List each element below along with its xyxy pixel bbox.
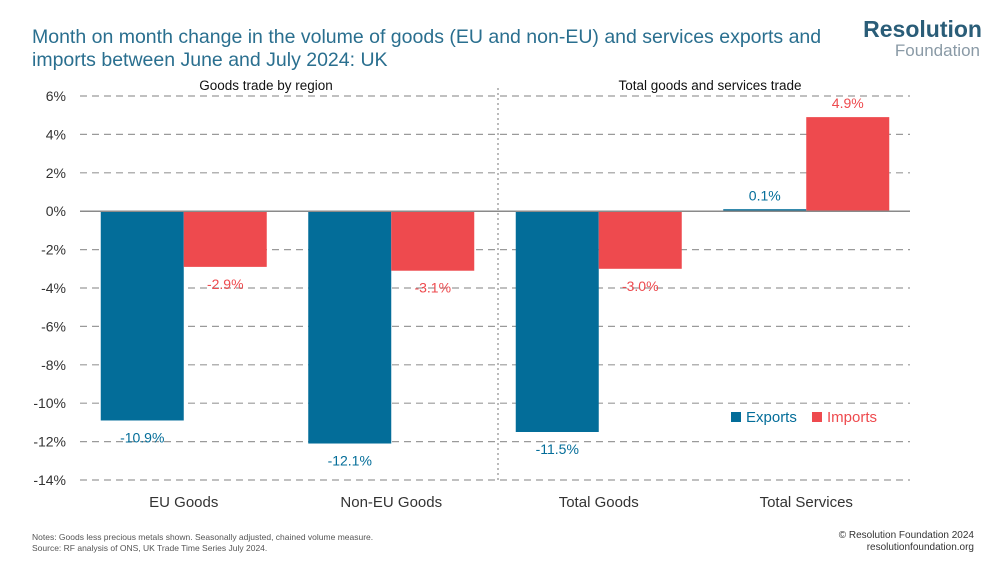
- y-tick-label: -10%: [33, 395, 66, 411]
- exports-data-label: -10.9%: [120, 429, 164, 445]
- y-tick-label: 2%: [46, 165, 66, 181]
- exports-bar: [100, 211, 184, 421]
- y-tick-label: -14%: [33, 472, 66, 488]
- y-tick-label: -8%: [41, 357, 66, 373]
- imports-bar: [391, 211, 475, 271]
- imports-data-label: -2.9%: [207, 276, 244, 292]
- title-line-1: Month on month change in the volume of g…: [32, 26, 822, 48]
- exports-data-label: -12.1%: [328, 453, 372, 469]
- panel-title: Goods trade by region: [199, 78, 333, 93]
- exports-bar: [723, 209, 807, 212]
- resolution-foundation-logo: Resolution Foundation: [863, 16, 982, 59]
- copyright-block: © Resolution Foundation 2024 resolutionf…: [839, 530, 974, 554]
- legend-imports-label: Imports: [827, 409, 877, 426]
- y-tick-label: -12%: [33, 434, 66, 450]
- imports-data-label: -3.1%: [414, 280, 451, 296]
- source-text: Source: RF analysis of ONS, UK Trade Tim…: [32, 543, 268, 553]
- y-tick-label: -4%: [41, 280, 66, 296]
- imports-bar: [806, 117, 890, 212]
- y-tick-label: 0%: [46, 203, 66, 219]
- y-tick-label: -6%: [41, 318, 66, 334]
- x-category-label: Total Goods: [559, 494, 639, 511]
- imports-bar: [183, 211, 267, 267]
- chart-title: Month on month change in the volume of g…: [32, 26, 832, 72]
- x-category-label: Total Services: [760, 494, 853, 511]
- imports-data-label: -3.0%: [622, 278, 659, 294]
- logo-sub-text: Foundation: [894, 41, 980, 60]
- imports-bar: [598, 211, 682, 269]
- legend-imports-swatch: [812, 412, 822, 422]
- y-tick-label: 6%: [46, 88, 66, 104]
- legend-exports-swatch: [731, 412, 741, 422]
- x-category-label: EU Goods: [149, 494, 218, 511]
- exports-bar: [515, 211, 599, 432]
- title-line-2: imports between June and July 2024: UK: [32, 49, 388, 71]
- exports-data-label: 0.1%: [749, 187, 781, 203]
- y-tick-label: 4%: [46, 126, 66, 142]
- exports-bar: [308, 211, 392, 444]
- exports-data-label: -11.5%: [536, 441, 579, 457]
- y-tick-label: -2%: [41, 242, 66, 258]
- notes-text: Notes: Goods less precious metals shown.…: [32, 532, 374, 542]
- panel-title: Total goods and services trade: [618, 78, 801, 93]
- chart-notes: Notes: Goods less precious metals shown.…: [32, 532, 373, 554]
- logo-main-text: Resolution: [863, 16, 982, 42]
- website-text: resolutionfoundation.org: [866, 542, 974, 553]
- x-category-label: Non-EU Goods: [340, 494, 442, 511]
- legend-exports-label: Exports: [746, 409, 797, 426]
- copyright-text: © Resolution Foundation 2024: [838, 530, 974, 541]
- imports-data-label: 4.9%: [832, 95, 864, 111]
